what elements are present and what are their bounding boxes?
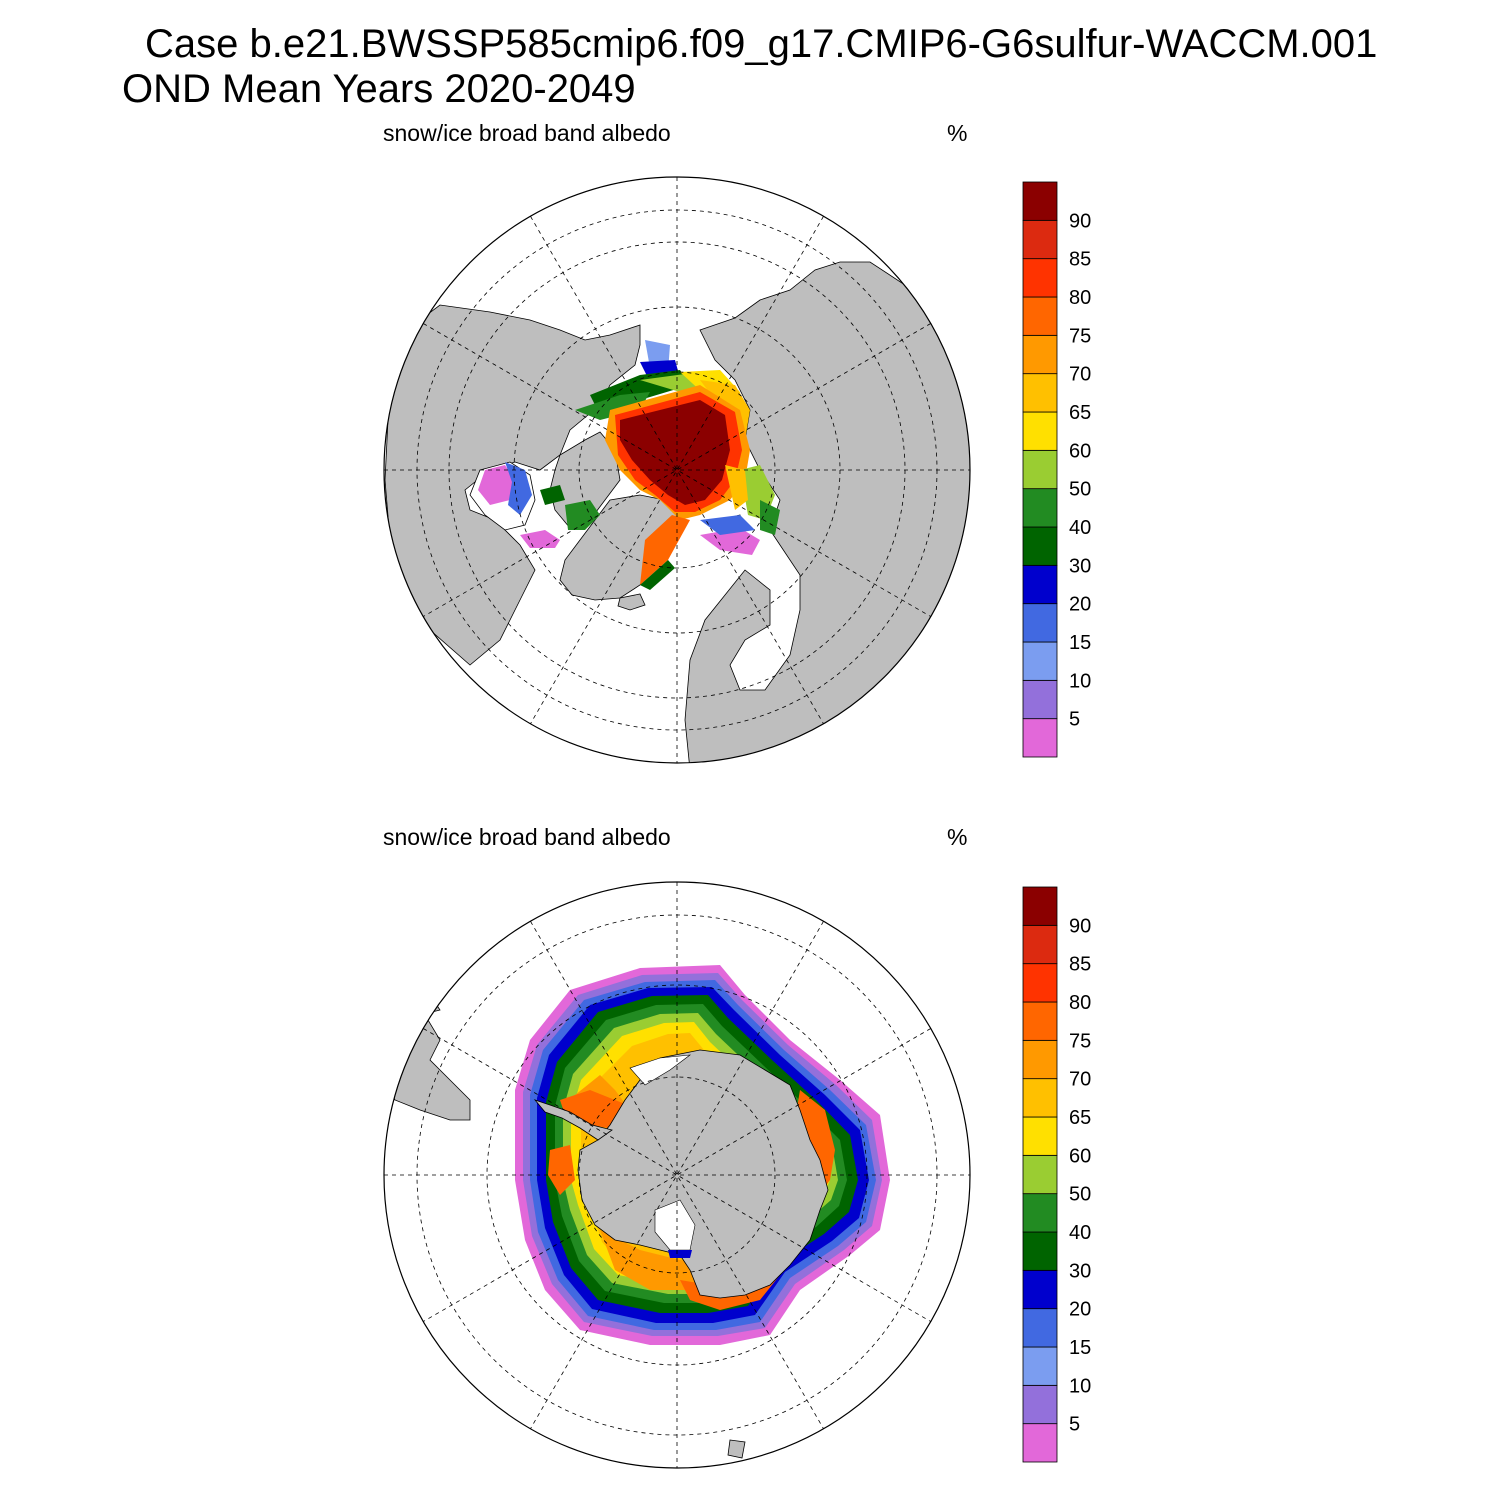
colorbar-tick-label: 40 bbox=[1069, 1222, 1091, 1244]
colorbar-tick-label: 5 bbox=[1069, 1414, 1080, 1436]
colorbar-tick-label: 75 bbox=[1069, 325, 1091, 347]
colorbar-tick-label: 85 bbox=[1069, 954, 1091, 976]
colorbar-box bbox=[1022, 296, 1058, 336]
north-graticule bbox=[384, 177, 970, 763]
colorbar-box bbox=[1022, 963, 1058, 1003]
land-antarctica bbox=[577, 1049, 829, 1299]
south-graticule bbox=[384, 882, 970, 1468]
colorbar-tick-label: 15 bbox=[1069, 632, 1091, 654]
colorbar-tick-label: 15 bbox=[1069, 1337, 1091, 1359]
north-panel-units-label: % bbox=[947, 120, 968, 146]
land-antarctic-peninsula bbox=[533, 1099, 613, 1141]
colorbar-box bbox=[1022, 181, 1058, 221]
north-polar-map bbox=[383, 176, 971, 764]
south-panel-units-label: % bbox=[947, 824, 968, 850]
colorbar-tick-label: 85 bbox=[1069, 249, 1091, 271]
colorbar-tick-label: 20 bbox=[1069, 1299, 1091, 1321]
colorbar-tick-label: 75 bbox=[1069, 1030, 1091, 1052]
land-iceland bbox=[617, 593, 646, 611]
colorbar-box bbox=[1022, 924, 1058, 965]
colorbar-tick-label: 5 bbox=[1069, 709, 1080, 731]
colorbar-tick-label: 65 bbox=[1069, 1107, 1091, 1129]
colorbar-box bbox=[1022, 1423, 1058, 1463]
colorbar-box bbox=[1022, 1193, 1058, 1233]
colorbar-tick-label: 60 bbox=[1069, 1145, 1091, 1167]
colorbar-tick-label: 20 bbox=[1069, 594, 1091, 616]
colorbar-box bbox=[1022, 1116, 1058, 1156]
colorbar-box bbox=[1022, 449, 1058, 490]
colorbar-box bbox=[1022, 526, 1058, 566]
colorbar-box bbox=[1022, 1384, 1058, 1425]
colorbar-tick-label: 90 bbox=[1069, 915, 1091, 937]
colorbar-tick-label: 30 bbox=[1069, 555, 1091, 577]
colorbar-tick-label: 70 bbox=[1069, 364, 1091, 386]
colorbar-box bbox=[1022, 718, 1058, 758]
colorbar-box bbox=[1022, 1346, 1058, 1386]
colorbar-box bbox=[1022, 1001, 1058, 1041]
colorbar-box bbox=[1022, 411, 1058, 451]
north-panel-variable-label: snow/ice broad band albedo bbox=[383, 120, 671, 146]
colorbar-tick-label: 50 bbox=[1069, 1184, 1091, 1206]
colorbar-box bbox=[1022, 1078, 1058, 1118]
south-polar-map bbox=[383, 881, 971, 1469]
colorbar-tick-label: 60 bbox=[1069, 440, 1091, 462]
colorbar-box bbox=[1022, 258, 1058, 298]
colorbar-box bbox=[1022, 1308, 1058, 1348]
colorbar-box bbox=[1022, 1039, 1058, 1080]
colorbar-box bbox=[1022, 564, 1058, 605]
colorbar-tick-label: 40 bbox=[1069, 517, 1091, 539]
colorbar-tick-label: 50 bbox=[1069, 479, 1091, 501]
south-colorbar: 5 10 15 20 30 40 50 60 65 70 75 80 85 90 bbox=[1022, 886, 1091, 1463]
colorbar-box bbox=[1022, 1231, 1058, 1271]
colorbar-box bbox=[1022, 373, 1058, 413]
colorbar-tick-label: 10 bbox=[1069, 1375, 1091, 1397]
colorbar-box bbox=[1022, 603, 1058, 643]
colorbar-tick-label: 80 bbox=[1069, 287, 1091, 309]
colorbar-tick-label: 70 bbox=[1069, 1069, 1091, 1091]
colorbar-box bbox=[1022, 1269, 1058, 1310]
colorbar-tick-label: 10 bbox=[1069, 670, 1091, 692]
colorbar-box bbox=[1022, 334, 1058, 375]
figure-title-period: OND Mean Years 2020-2049 bbox=[122, 67, 636, 111]
colorbar-tick-label: 30 bbox=[1069, 1260, 1091, 1282]
south-panel-variable-label: snow/ice broad band albedo bbox=[383, 824, 671, 850]
colorbar-box bbox=[1022, 219, 1058, 260]
north-colorbar: 5 10 15 20 30 40 50 60 65 70 75 80 85 90 bbox=[1022, 181, 1091, 758]
colorbar-tick-label: 65 bbox=[1069, 402, 1091, 424]
colorbar-box bbox=[1022, 641, 1058, 681]
figure-title-case: Case b.e21.BWSSP585cmip6.f09_g17.CMIP6-G… bbox=[145, 22, 1378, 66]
colorbar-tick-label: 90 bbox=[1069, 210, 1091, 232]
colorbar-box bbox=[1022, 679, 1058, 720]
land-north-america bbox=[384, 304, 641, 666]
colorbar-box bbox=[1022, 488, 1058, 528]
colorbar-box bbox=[1022, 1154, 1058, 1195]
colorbar-tick-label: 80 bbox=[1069, 992, 1091, 1014]
colorbar-box bbox=[1022, 886, 1058, 926]
land-canadian-archipelago bbox=[549, 431, 621, 529]
